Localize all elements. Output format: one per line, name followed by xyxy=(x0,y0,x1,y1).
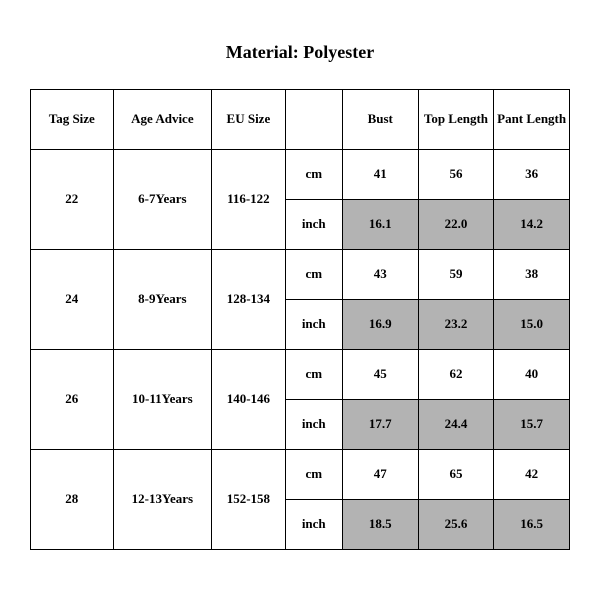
cell-top_length-inch: 24.4 xyxy=(418,400,494,450)
cell-eu-size: 116-122 xyxy=(212,150,285,250)
table-row: 248-9Years128-134cm435938 xyxy=(31,250,570,300)
cell-unit-inch: inch xyxy=(285,500,342,550)
cell-bust-inch: 16.9 xyxy=(342,300,418,350)
cell-top_length: 65 xyxy=(418,450,494,500)
cell-pant_length-inch: 16.5 xyxy=(494,500,570,550)
cell-bust-inch: 16.1 xyxy=(342,200,418,250)
cell-bust: 47 xyxy=(342,450,418,500)
table-row: 226-7Years116-122cm415636 xyxy=(31,150,570,200)
table-row: 2812-13Years152-158cm476542 xyxy=(31,450,570,500)
cell-tag-size: 28 xyxy=(31,450,114,550)
col-age-advice: Age Advice xyxy=(113,90,212,150)
table-header-row: Tag Size Age Advice EU Size Bust Top Len… xyxy=(31,90,570,150)
cell-unit-cm: cm xyxy=(285,350,342,400)
col-eu-size: EU Size xyxy=(212,90,285,150)
col-top-length: Top Length xyxy=(418,90,494,150)
cell-age-advice: 6-7Years xyxy=(113,150,212,250)
cell-pant_length-inch: 15.0 xyxy=(494,300,570,350)
size-table: Tag Size Age Advice EU Size Bust Top Len… xyxy=(30,89,570,550)
cell-unit-inch: inch xyxy=(285,300,342,350)
cell-unit-cm: cm xyxy=(285,450,342,500)
cell-eu-size: 152-158 xyxy=(212,450,285,550)
cell-bust: 41 xyxy=(342,150,418,200)
cell-eu-size: 128-134 xyxy=(212,250,285,350)
cell-pant_length: 36 xyxy=(494,150,570,200)
cell-age-advice: 10-11Years xyxy=(113,350,212,450)
col-bust: Bust xyxy=(342,90,418,150)
cell-top_length: 59 xyxy=(418,250,494,300)
cell-bust-inch: 18.5 xyxy=(342,500,418,550)
cell-age-advice: 12-13Years xyxy=(113,450,212,550)
cell-bust: 45 xyxy=(342,350,418,400)
table-row: 2610-11Years140-146cm456240 xyxy=(31,350,570,400)
cell-eu-size: 140-146 xyxy=(212,350,285,450)
cell-unit-inch: inch xyxy=(285,400,342,450)
cell-pant_length-inch: 14.2 xyxy=(494,200,570,250)
cell-bust: 43 xyxy=(342,250,418,300)
cell-top_length-inch: 23.2 xyxy=(418,300,494,350)
cell-top_length: 62 xyxy=(418,350,494,400)
table-body: 226-7Years116-122cm415636inch16.122.014.… xyxy=(31,150,570,550)
cell-tag-size: 24 xyxy=(31,250,114,350)
cell-pant_length: 42 xyxy=(494,450,570,500)
cell-unit-inch: inch xyxy=(285,200,342,250)
cell-top_length: 56 xyxy=(418,150,494,200)
cell-tag-size: 26 xyxy=(31,350,114,450)
col-pant-length: Pant Length xyxy=(494,90,570,150)
cell-unit-cm: cm xyxy=(285,150,342,200)
cell-tag-size: 22 xyxy=(31,150,114,250)
cell-pant_length-inch: 15.7 xyxy=(494,400,570,450)
col-unit xyxy=(285,90,342,150)
cell-pant_length: 38 xyxy=(494,250,570,300)
cell-unit-cm: cm xyxy=(285,250,342,300)
cell-top_length-inch: 22.0 xyxy=(418,200,494,250)
cell-pant_length: 40 xyxy=(494,350,570,400)
col-tag-size: Tag Size xyxy=(31,90,114,150)
cell-bust-inch: 17.7 xyxy=(342,400,418,450)
chart-title: Material: Polyester xyxy=(30,42,570,63)
size-chart-card: Material: Polyester Tag Size Age Advice … xyxy=(0,0,600,600)
cell-age-advice: 8-9Years xyxy=(113,250,212,350)
cell-top_length-inch: 25.6 xyxy=(418,500,494,550)
